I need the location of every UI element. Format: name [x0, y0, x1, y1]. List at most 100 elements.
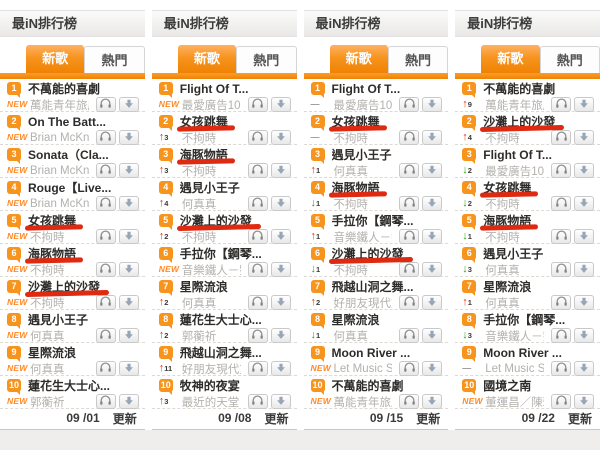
listen-button[interactable] — [551, 196, 571, 211]
listen-button[interactable] — [247, 361, 268, 376]
download-button[interactable] — [574, 130, 594, 145]
download-button[interactable] — [118, 229, 139, 244]
download-button[interactable] — [422, 196, 443, 211]
song-title[interactable]: 手拉你【鋼琴... — [331, 214, 414, 228]
listen-button[interactable] — [95, 262, 116, 277]
listen-button[interactable] — [95, 196, 116, 211]
listen-button[interactable] — [399, 394, 420, 409]
song-title[interactable]: 遇見小王子 — [28, 313, 89, 327]
listen-button[interactable] — [551, 394, 571, 409]
download-button[interactable] — [270, 361, 291, 376]
listen-button[interactable] — [551, 130, 571, 145]
song-title[interactable]: Flight Of T... — [331, 81, 401, 96]
tab-new-songs[interactable]: 新歌 — [26, 45, 85, 73]
download-button[interactable] — [422, 394, 443, 409]
listen-button[interactable] — [247, 130, 268, 145]
listen-button[interactable] — [95, 394, 116, 409]
song-title[interactable]: 飛越山洞之舞... — [331, 280, 414, 294]
listen-button[interactable] — [551, 229, 571, 244]
listen-button[interactable] — [551, 361, 571, 376]
song-title[interactable]: Sonata（Cla... — [28, 148, 109, 162]
song-title[interactable]: 國境之南 — [483, 379, 532, 393]
song-title[interactable]: 手拉你【鋼琴... — [483, 313, 566, 327]
listen-button[interactable] — [95, 361, 116, 376]
download-button[interactable] — [574, 295, 594, 310]
song-title[interactable]: 蓮花生大士心... — [28, 379, 111, 393]
tab-new-songs[interactable]: 新歌 — [329, 45, 388, 73]
song-title[interactable]: 飛越山洞之舞... — [179, 346, 262, 360]
download-button[interactable] — [270, 97, 291, 112]
listen-button[interactable] — [95, 130, 116, 145]
listen-button[interactable] — [247, 97, 268, 112]
song-title[interactable]: 遇見小王子 — [179, 181, 240, 195]
download-button[interactable] — [574, 97, 594, 112]
song-title[interactable]: Moon River ... — [331, 345, 411, 360]
tab-new-songs[interactable]: 新歌 — [177, 45, 237, 73]
song-title[interactable]: 遇見小王子 — [483, 247, 544, 261]
song-title[interactable]: 星際流浪 — [331, 313, 380, 327]
listen-button[interactable] — [399, 196, 420, 211]
download-button[interactable] — [422, 229, 443, 244]
download-button[interactable] — [270, 196, 291, 211]
download-button[interactable] — [270, 130, 291, 145]
listen-button[interactable] — [399, 328, 420, 343]
download-button[interactable] — [118, 163, 139, 178]
download-button[interactable] — [574, 196, 594, 211]
listen-button[interactable] — [247, 394, 268, 409]
listen-button[interactable] — [399, 130, 420, 145]
download-button[interactable] — [574, 229, 594, 244]
download-button[interactable] — [574, 361, 594, 376]
listen-button[interactable] — [247, 262, 268, 277]
listen-button[interactable] — [247, 295, 268, 310]
download-button[interactable] — [118, 196, 139, 211]
listen-button[interactable] — [551, 262, 571, 277]
download-button[interactable] — [422, 163, 443, 178]
download-button[interactable] — [118, 97, 139, 112]
listen-button[interactable] — [95, 163, 116, 178]
listen-button[interactable] — [247, 328, 268, 343]
tab-popular[interactable]: 熱門 — [387, 46, 449, 73]
download-button[interactable] — [270, 229, 291, 244]
listen-button[interactable] — [247, 163, 268, 178]
song-title[interactable]: 蓮花生大士心... — [179, 313, 262, 327]
download-button[interactable] — [118, 295, 139, 310]
listen-button[interactable] — [399, 361, 420, 376]
download-button[interactable] — [574, 328, 594, 343]
listen-button[interactable] — [551, 328, 571, 343]
tab-new-songs[interactable]: 新歌 — [481, 45, 540, 73]
listen-button[interactable] — [95, 97, 116, 112]
listen-button[interactable] — [247, 229, 268, 244]
download-button[interactable] — [422, 262, 443, 277]
listen-button[interactable] — [95, 229, 116, 244]
download-button[interactable] — [270, 328, 291, 343]
song-title[interactable]: 不萬能的喜劇 — [483, 82, 556, 96]
download-button[interactable] — [574, 394, 594, 409]
download-button[interactable] — [118, 262, 139, 277]
listen-button[interactable] — [399, 97, 420, 112]
download-button[interactable] — [270, 394, 291, 409]
song-title[interactable]: 牧神的夜宴 — [179, 379, 240, 393]
tab-popular[interactable]: 熱門 — [236, 46, 297, 73]
download-button[interactable] — [118, 394, 139, 409]
download-button[interactable] — [422, 361, 443, 376]
listen-button[interactable] — [399, 229, 420, 244]
listen-button[interactable] — [551, 97, 571, 112]
tab-popular[interactable]: 熱門 — [539, 46, 600, 73]
song-title[interactable]: 不萬能的喜劇 — [28, 82, 101, 96]
download-button[interactable] — [270, 262, 291, 277]
listen-button[interactable] — [399, 163, 420, 178]
download-button[interactable] — [118, 130, 139, 145]
download-button[interactable] — [422, 295, 443, 310]
song-title[interactable]: On The Batt... — [28, 114, 106, 129]
song-title[interactable]: 手拉你【鋼琴... — [179, 247, 262, 261]
listen-button[interactable] — [95, 295, 116, 310]
listen-button[interactable] — [247, 196, 268, 211]
listen-button[interactable] — [399, 262, 420, 277]
song-title[interactable]: 不萬能的喜劇 — [331, 379, 404, 393]
song-title[interactable]: Rouge【Live... — [28, 181, 112, 195]
listen-button[interactable] — [399, 295, 420, 310]
download-button[interactable] — [118, 328, 139, 343]
download-button[interactable] — [270, 163, 291, 178]
listen-button[interactable] — [551, 295, 571, 310]
download-button[interactable] — [422, 328, 443, 343]
